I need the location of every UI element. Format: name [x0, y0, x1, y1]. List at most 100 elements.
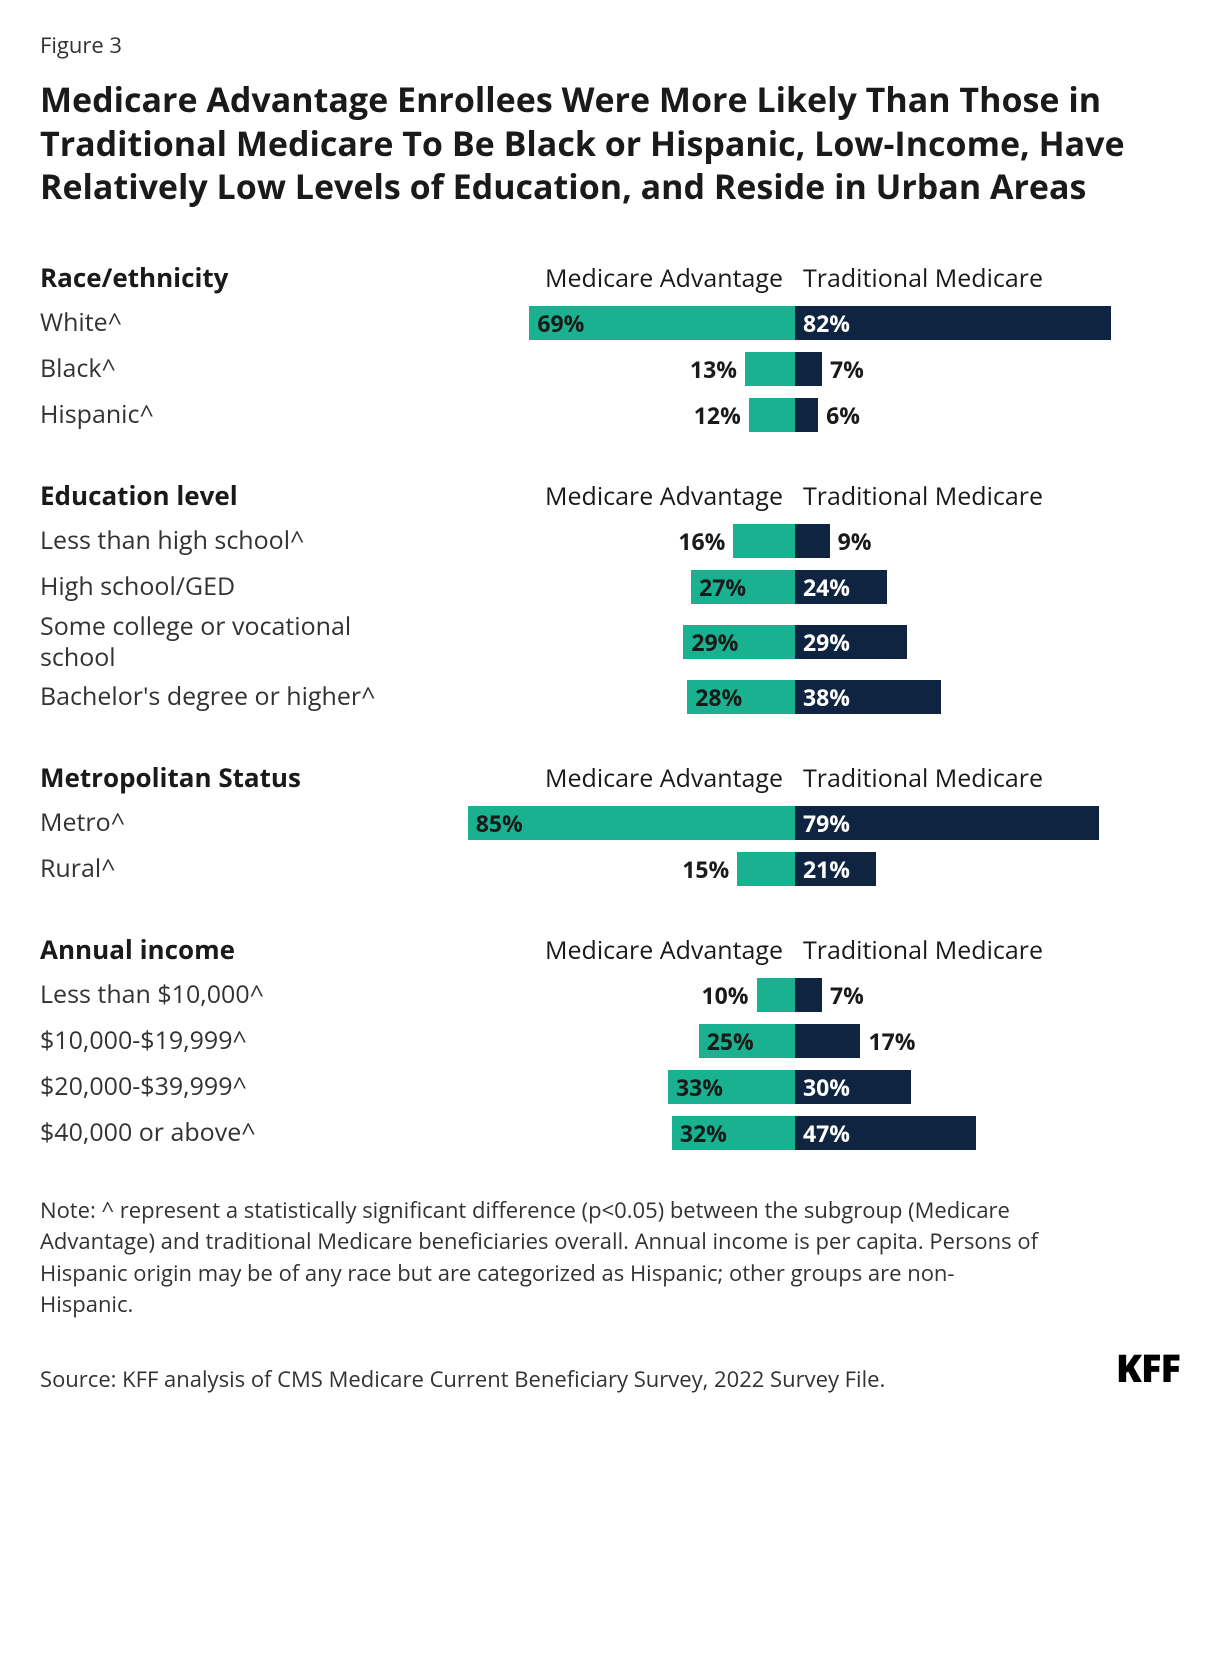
- bar-ma: 28%: [687, 680, 795, 714]
- value-ma: 10%: [701, 979, 748, 1011]
- footnote: Note: ^ represent a statistically signif…: [40, 1195, 1040, 1320]
- row-label: High school/GED: [40, 571, 410, 602]
- bar-pair: 25% 17%: [410, 1024, 1180, 1058]
- chart-body: Race/ethnicityMedicare AdvantageTraditio…: [40, 259, 1180, 1156]
- data-row: Rural^ 15% 21%: [40, 847, 1180, 891]
- data-row: Metro^85%79%: [40, 801, 1180, 845]
- bar-tm: [795, 978, 822, 1012]
- bar-pair: 16% 9%: [410, 524, 1180, 558]
- column-labels: Medicare AdvantageTraditional Medicare: [410, 761, 1180, 795]
- bar-ma: [749, 398, 795, 432]
- bar-pair: 13% 7%: [410, 352, 1180, 386]
- bar-ma-wrap: 85%: [410, 806, 795, 840]
- bar-tm-wrap: 38%: [795, 680, 1180, 714]
- bar-ma: [757, 978, 796, 1012]
- bar-pair: 85%79%: [410, 806, 1180, 840]
- bar-tm-wrap: 21%: [795, 852, 1180, 886]
- value-ma: 28%: [687, 681, 742, 713]
- value-tm: 24%: [795, 571, 850, 603]
- section-title: Metropolitan Status: [40, 759, 410, 795]
- value-tm: 17%: [868, 1025, 915, 1057]
- data-row: Less than high school^16%9%: [40, 519, 1180, 563]
- section-header: Metropolitan StatusMedicare AdvantageTra…: [40, 759, 1180, 795]
- row-label: Metro^: [40, 807, 410, 838]
- value-ma: 33%: [668, 1071, 723, 1103]
- bar-ma-wrap: 33%: [410, 1070, 795, 1104]
- bar-tm-wrap: 24%: [795, 570, 1180, 604]
- row-label: Bachelor's degree or higher^: [40, 681, 410, 712]
- bar-ma-wrap: 27%: [410, 570, 795, 604]
- bar-tm: 21%: [795, 852, 876, 886]
- bar-tm: [795, 524, 830, 558]
- section-edu: Education levelMedicare AdvantageTraditi…: [40, 477, 1180, 720]
- data-row: High school/GED 27% 24%: [40, 565, 1180, 609]
- bar-tm: [795, 1024, 860, 1058]
- data-row: Black^ 13% 7%: [40, 347, 1180, 391]
- bar-tm-wrap: 6%: [795, 398, 1180, 432]
- section-title: Annual income: [40, 931, 410, 967]
- section-race: Race/ethnicityMedicare AdvantageTraditio…: [40, 259, 1180, 437]
- section-title: Race/ethnicity: [40, 259, 410, 295]
- bar-ma-wrap: 29%: [410, 625, 795, 659]
- value-ma: 16%: [678, 525, 725, 557]
- col-label-ma: Medicare Advantage: [410, 933, 795, 967]
- row-label: Black^: [40, 353, 410, 384]
- value-tm: 7%: [830, 353, 864, 385]
- value-ma: 25%: [699, 1025, 754, 1057]
- figure-label: Figure 3: [40, 30, 1180, 60]
- section-header: Race/ethnicityMedicare AdvantageTraditio…: [40, 259, 1180, 295]
- data-row: White^69%82%: [40, 301, 1180, 345]
- bar-tm-wrap: 82%: [795, 306, 1180, 340]
- row-label: $10,000-$19,999^: [40, 1025, 410, 1056]
- bar-ma-wrap: 10%: [410, 978, 795, 1012]
- value-ma: 15%: [682, 853, 729, 885]
- value-ma: 27%: [691, 571, 746, 603]
- bar-ma-wrap: 32%: [410, 1116, 795, 1150]
- value-tm: 6%: [826, 399, 860, 431]
- data-row: $20,000-$39,999^33%30%: [40, 1065, 1180, 1109]
- bar-ma-wrap: 15%: [410, 852, 795, 886]
- row-label: White^: [40, 307, 410, 338]
- value-tm: 79%: [795, 807, 850, 839]
- column-labels: Medicare AdvantageTraditional Medicare: [410, 479, 1180, 513]
- footer: Source: KFF analysis of CMS Medicare Cur…: [40, 1342, 1180, 1394]
- bar-ma: [745, 352, 795, 386]
- section-header: Annual incomeMedicare AdvantageTradition…: [40, 931, 1180, 967]
- column-labels: Medicare AdvantageTraditional Medicare: [410, 261, 1180, 295]
- bar-tm-wrap: 17%: [795, 1024, 1180, 1058]
- bar-pair: 15% 21%: [410, 852, 1180, 886]
- bar-tm-wrap: 7%: [795, 352, 1180, 386]
- section-metro: Metropolitan StatusMedicare AdvantageTra…: [40, 759, 1180, 891]
- bar-ma-wrap: 13%: [410, 352, 795, 386]
- bar-ma-wrap: 28%: [410, 680, 795, 714]
- col-label-tm: Traditional Medicare: [795, 479, 1180, 513]
- col-label-ma: Medicare Advantage: [410, 261, 795, 295]
- section-income: Annual incomeMedicare AdvantageTradition…: [40, 931, 1180, 1155]
- bar-ma: 29%: [683, 625, 795, 659]
- bar-tm: 38%: [795, 680, 941, 714]
- value-ma: 32%: [672, 1117, 727, 1149]
- brand-logo: KFF: [1116, 1342, 1180, 1394]
- col-label-tm: Traditional Medicare: [795, 261, 1180, 295]
- bar-tm-wrap: 9%: [795, 524, 1180, 558]
- bar-pair: 10% 7%: [410, 978, 1180, 1012]
- value-ma: 29%: [683, 626, 738, 658]
- row-label: Rural^: [40, 853, 410, 884]
- section-title: Education level: [40, 477, 410, 513]
- row-label: $40,000 or above^: [40, 1117, 410, 1148]
- value-tm: 7%: [830, 979, 864, 1011]
- bar-ma-wrap: 69%: [410, 306, 795, 340]
- bar-ma-wrap: 25%: [410, 1024, 795, 1058]
- data-row: Hispanic^12%6%: [40, 393, 1180, 437]
- bar-tm: [795, 352, 822, 386]
- bar-tm: 82%: [795, 306, 1111, 340]
- value-tm: 38%: [795, 681, 850, 713]
- bar-pair: 27% 24%: [410, 570, 1180, 604]
- bar-ma-wrap: 12%: [410, 398, 795, 432]
- bar-ma: 32%: [672, 1116, 795, 1150]
- col-label-ma: Medicare Advantage: [410, 761, 795, 795]
- bar-ma: [737, 852, 795, 886]
- value-ma: 13%: [690, 353, 737, 385]
- row-label: $20,000-$39,999^: [40, 1071, 410, 1102]
- bar-ma: 85%: [468, 806, 795, 840]
